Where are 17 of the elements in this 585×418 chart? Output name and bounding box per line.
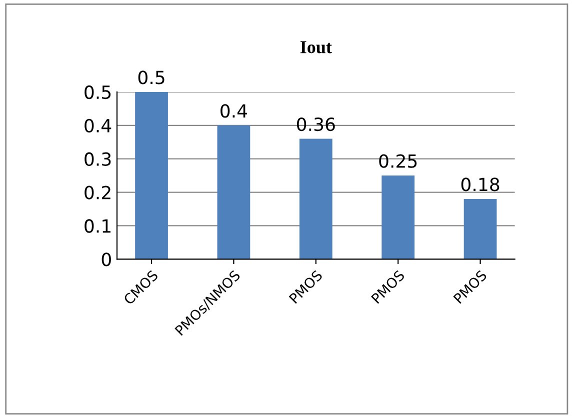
y-tick-label: 0 <box>102 252 111 266</box>
data-label: 0.36 <box>296 117 335 132</box>
y-tick-label: 0.2 <box>84 186 110 200</box>
bar <box>382 176 415 260</box>
bar <box>299 138 332 260</box>
bar <box>217 125 250 260</box>
data-label: 0.5 <box>138 70 164 84</box>
y-tick-label: 0.4 <box>84 118 112 133</box>
data-label: 0.25 <box>379 154 417 168</box>
bar <box>135 92 168 260</box>
chart-title: Iout <box>300 41 332 54</box>
data-label: 0.18 <box>461 178 500 192</box>
y-tick-label: 0.5 <box>84 85 111 100</box>
y-tick-label: 0.3 <box>84 152 111 166</box>
y-tick-label: 0.1 <box>84 219 110 233</box>
bar <box>464 198 497 260</box>
data-label: 0.4 <box>220 104 248 118</box>
